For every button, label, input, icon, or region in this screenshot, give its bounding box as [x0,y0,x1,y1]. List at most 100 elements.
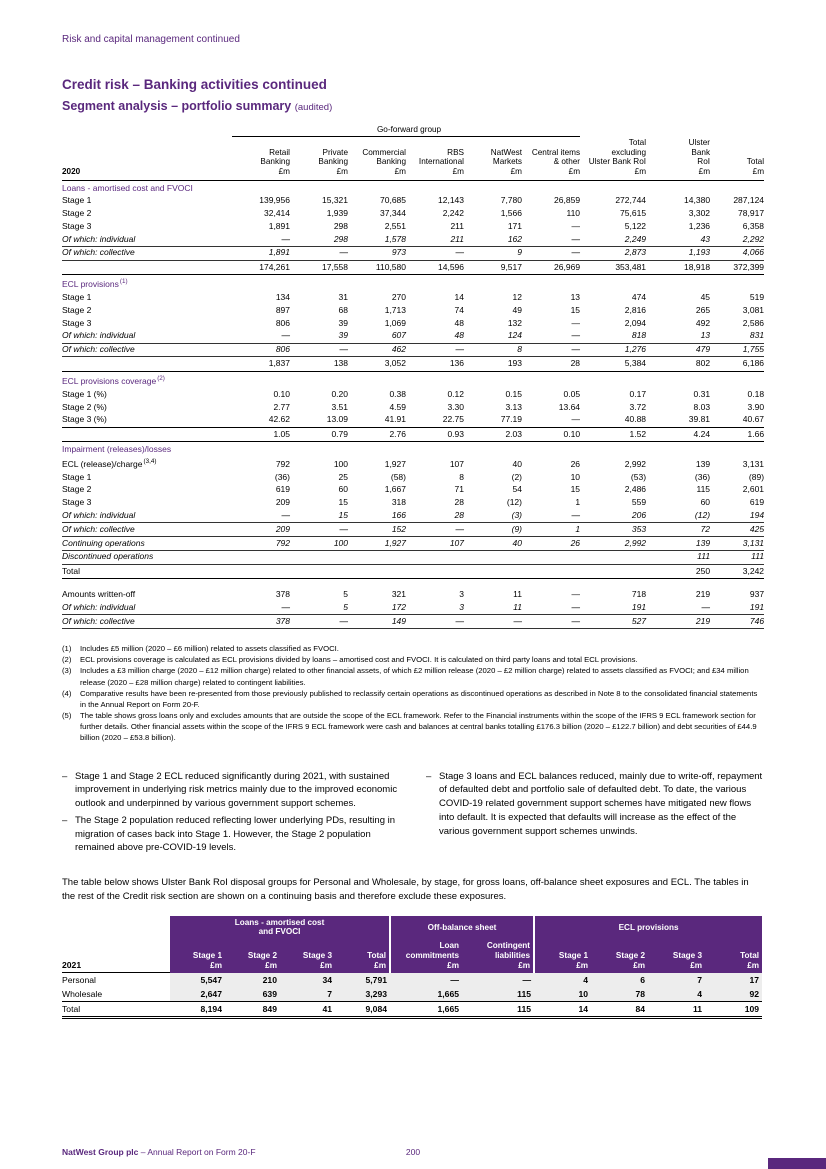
value-cell [464,550,522,565]
column-header: Stage 3 £m [648,939,706,973]
value-cell: 13.64 [558,401,581,412]
bullet-text: Stage 1 and Stage 2 ECL reduced signific… [75,770,398,810]
column-header-line: Loan [439,941,460,951]
row-label: Continuing operations [62,536,232,551]
value-cell: 43 [646,233,711,247]
value-cell: 6,358 [742,220,765,231]
value-cell: 139 [695,458,711,469]
table-row: Of which: individual —15 166 28 (3) —206 (12) 1… [62,509,765,524]
column-header: NatWest Markets £m [464,136,522,181]
year-label: 2021 [62,939,170,974]
footnote-number: (2) [62,655,72,665]
row-label: Of which: collective [62,343,232,358]
value-cell: 2,292 [710,233,765,247]
table-row: Discontinued operations 111 111 [62,550,765,565]
value-cell: 4 [534,972,592,988]
table-row: Stage 1 (36) 25 (58) 8 (2) 10 (53) (36) (89) [62,471,764,484]
value-cell: 0.93 [406,426,464,443]
footnote-number: (1) [62,644,72,654]
value-cell: 0.05 [563,388,581,399]
commentary-bullets: – Stage 1 and Stage 2 ECL reduced signifi… [62,770,764,859]
value-cell: 15 [338,497,348,508]
value-cell: 41 [280,1001,335,1020]
value-cell: 2,601 [742,484,765,495]
value-cell [522,563,581,580]
table-row: Stage 2 619 60 1,667 71 54 15 2,486 115 2,601 [62,484,764,497]
value-cell: 39 [338,317,348,328]
column-header-line: RoI [697,157,711,167]
value-cell: 3 [459,589,464,600]
table-row: Of which: collective 1,891—973—9—2,873 1,1… [62,246,765,261]
group-header-line: Off-balance sheet [427,922,497,932]
section-header-row: Impairment (releases)/losses [62,442,764,457]
value-cell: 34 [280,972,335,988]
go-forward-group-label: Go-forward group [232,123,581,137]
row-label: Stage 1 [62,195,92,206]
value-cell: 8 [464,343,522,358]
value-cell: 40.67 [742,414,765,425]
value-cell: 2.03 [464,426,522,443]
value-cell: 353 [580,522,647,537]
footnote-text: Comparative results have been re-present… [80,688,758,709]
footnote-item: (4) Comparative results have been re-pres… [62,688,764,710]
value-cell: (2) [511,471,522,482]
value-cell: 5,791 [335,972,391,988]
value-cell: 1,276 [580,343,647,358]
column-header-line: £m [568,166,581,176]
table-row: Total 250 3,242 [62,563,765,580]
value-cell: 15 [570,484,581,495]
value-cell: 287,124 [733,195,765,206]
bullet-dash: – [62,814,68,826]
column-header-line: £m [752,166,765,176]
column-header-line: Total [367,951,387,961]
bullet-dash: – [426,770,432,782]
value-cell: — [290,522,348,537]
column-header-line: £m [633,961,646,970]
value-cell: 1,665 [390,987,463,1002]
value-cell: 109 [705,1001,763,1020]
value-cell: (36) [274,471,290,482]
value-cell: 746 [710,614,765,630]
bullet-column: – Stage 1 and Stage 2 ECL reduced signifi… [62,770,400,859]
column-header-line: Stage 1 [192,951,222,961]
row-label: Stage 1 [62,471,92,482]
bullet-text: Stage 3 loans and ECL balances reduced, … [439,770,763,837]
table-row: 1,837 138 3,052 136 193 28 5,384 802 6,186 [62,356,765,373]
value-cell: 1.05 [232,426,290,443]
value-cell: 68 [338,304,348,315]
value-cell: 78 [591,987,649,1002]
value-cell: — [406,343,464,358]
value-cell: 2,873 [580,246,647,261]
value-cell: 298 [333,220,348,231]
footnote-number: (4) [62,688,72,698]
disposal-groups-table: Loans - amortised cost and FVOCI Off-balan… [62,915,763,1020]
table-row: Of which: collective 209—152— (9) 1 353 72 425 [62,522,765,537]
table-row: Of which: individual —5 172 3 11—191—191 [62,601,765,616]
column-header-line: Private [322,147,348,157]
value-cell: 8 [459,471,464,482]
value-cell: 26 [570,458,581,469]
column-header-line: £m [336,166,348,176]
value-cell: 3.90 [747,401,765,412]
value-cell: — [522,246,581,261]
column-header: Loan commitments £m [389,939,463,973]
column-header: Commercial Banking £m [348,136,406,181]
value-cell: — [232,233,290,247]
value-cell: 7,780 [500,195,522,206]
value-cell: 84 [591,1001,649,1020]
row-label: Of which: collective [62,522,232,537]
value-cell: — [390,972,463,988]
row-label: Stage 3 (%) [62,414,107,425]
value-cell: — [290,246,348,261]
value-cell: 115 [696,484,711,495]
value-cell: 792 [275,458,290,469]
value-cell: 607 [348,329,406,344]
column-header: Private Banking £m [290,136,348,181]
column-header-row: 2020 Retail Banking £m Private Banking £m Comme… [62,136,765,181]
value-cell: 40 [512,458,522,469]
value-cell: — [406,614,464,630]
value-cell: 3 [406,601,464,616]
column-header-line: £m [374,961,387,970]
value-cell: — [232,509,290,524]
row-label: Discontinued operations [62,550,232,565]
